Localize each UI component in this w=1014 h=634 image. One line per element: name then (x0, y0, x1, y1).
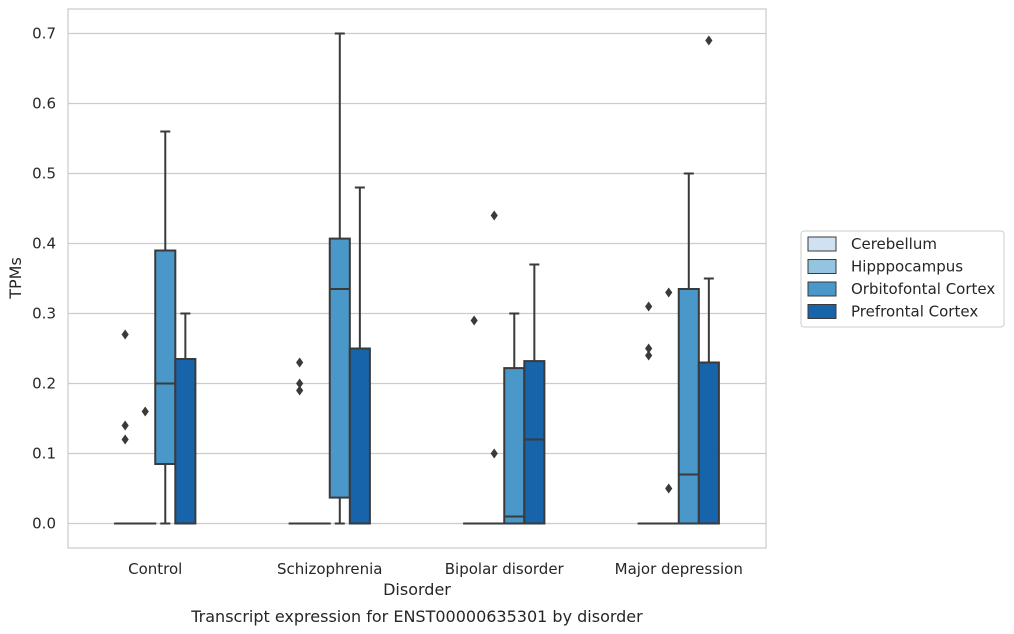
outlier-point (296, 385, 304, 396)
legend-swatch (807, 281, 837, 297)
y-axis-label: TPMs (6, 257, 25, 300)
legend-frame (800, 230, 1005, 328)
x-tick-label: Schizophrenia (277, 560, 382, 578)
outlier-point (645, 350, 653, 361)
box-body (328, 237, 351, 499)
plot-frame (67, 8, 767, 549)
legend-label: Cerebellum (851, 235, 937, 253)
box-orbitofontal-cortex (677, 172, 700, 525)
box-body (523, 360, 546, 525)
y-tick-label: 0.1 (32, 445, 56, 463)
box-prefrontal-cortex (348, 186, 371, 525)
box-body (348, 347, 371, 525)
x-axis-ticks: Control Schizophrenia Bipolar disorder Majo… (128, 560, 743, 578)
outlier-point (296, 378, 304, 389)
box-body (174, 358, 197, 525)
x-tick-label: Bipolar disorder (445, 560, 565, 578)
box-prefrontal-cortex (174, 312, 197, 525)
y-tick-label: 0.2 (32, 375, 56, 393)
box-prefrontal-cortex (523, 263, 546, 525)
outlier-point (705, 35, 713, 46)
legend-label: Orbitofontal Cortex (851, 280, 995, 298)
outlier-point (490, 448, 498, 459)
outlier-point (490, 210, 498, 221)
y-axis-ticks: 0.0 0.1 0.2 0.3 0.4 0.5 0.6 0.7 (32, 25, 56, 533)
y-tick-label: 0.4 (32, 235, 56, 253)
legend-label: Prefrontal Cortex (851, 303, 978, 321)
outlier-point (645, 301, 653, 312)
box-cerebellum (463, 315, 486, 525)
y-tick-label: 0.7 (32, 25, 56, 43)
box-cerebellum (114, 329, 137, 525)
x-axis-label: Disorder (383, 580, 451, 599)
outlier-point (296, 357, 304, 368)
y-tick-label: 0.0 (32, 515, 56, 533)
outlier-point (141, 406, 149, 417)
chart-title: Transcript expression for ENST0000063530… (190, 607, 643, 626)
box-hipppocampus (657, 287, 680, 525)
legend-swatch (807, 236, 837, 252)
legend: Cerebellum Hipppocampus Orbitofontal Corte… (800, 230, 1005, 328)
box-orbitofontal-cortex (154, 130, 177, 525)
box-body (677, 288, 700, 525)
legend-swatch (807, 259, 837, 274)
box-body (503, 367, 526, 525)
box-cerebellum (288, 357, 311, 525)
y-tick-label: 0.5 (32, 165, 56, 183)
outlier-point (665, 287, 673, 298)
box-body (697, 361, 720, 525)
box-hipppocampus (483, 210, 506, 525)
outlier-point (121, 329, 129, 340)
box-orbitofontal-cortex (503, 312, 526, 525)
outlier-point (645, 343, 653, 354)
y-tick-label: 0.6 (32, 95, 56, 113)
box-body (154, 249, 177, 465)
box-plot-marks (114, 32, 720, 525)
box-orbitofontal-cortex (328, 32, 351, 525)
x-tick-label: Major depression (615, 560, 743, 578)
y-tick-label: 0.3 (32, 305, 56, 323)
outlier-point (121, 434, 129, 445)
box-hipppocampus (134, 406, 157, 525)
box-prefrontal-cortex (697, 35, 720, 525)
outlier-point (121, 420, 129, 431)
outlier-point (665, 483, 673, 494)
legend-label: Hipppocampus (851, 258, 963, 276)
legend-swatch (807, 304, 837, 319)
x-tick-label: Control (128, 560, 182, 578)
box-cerebellum (637, 301, 660, 525)
outlier-point (470, 315, 478, 326)
